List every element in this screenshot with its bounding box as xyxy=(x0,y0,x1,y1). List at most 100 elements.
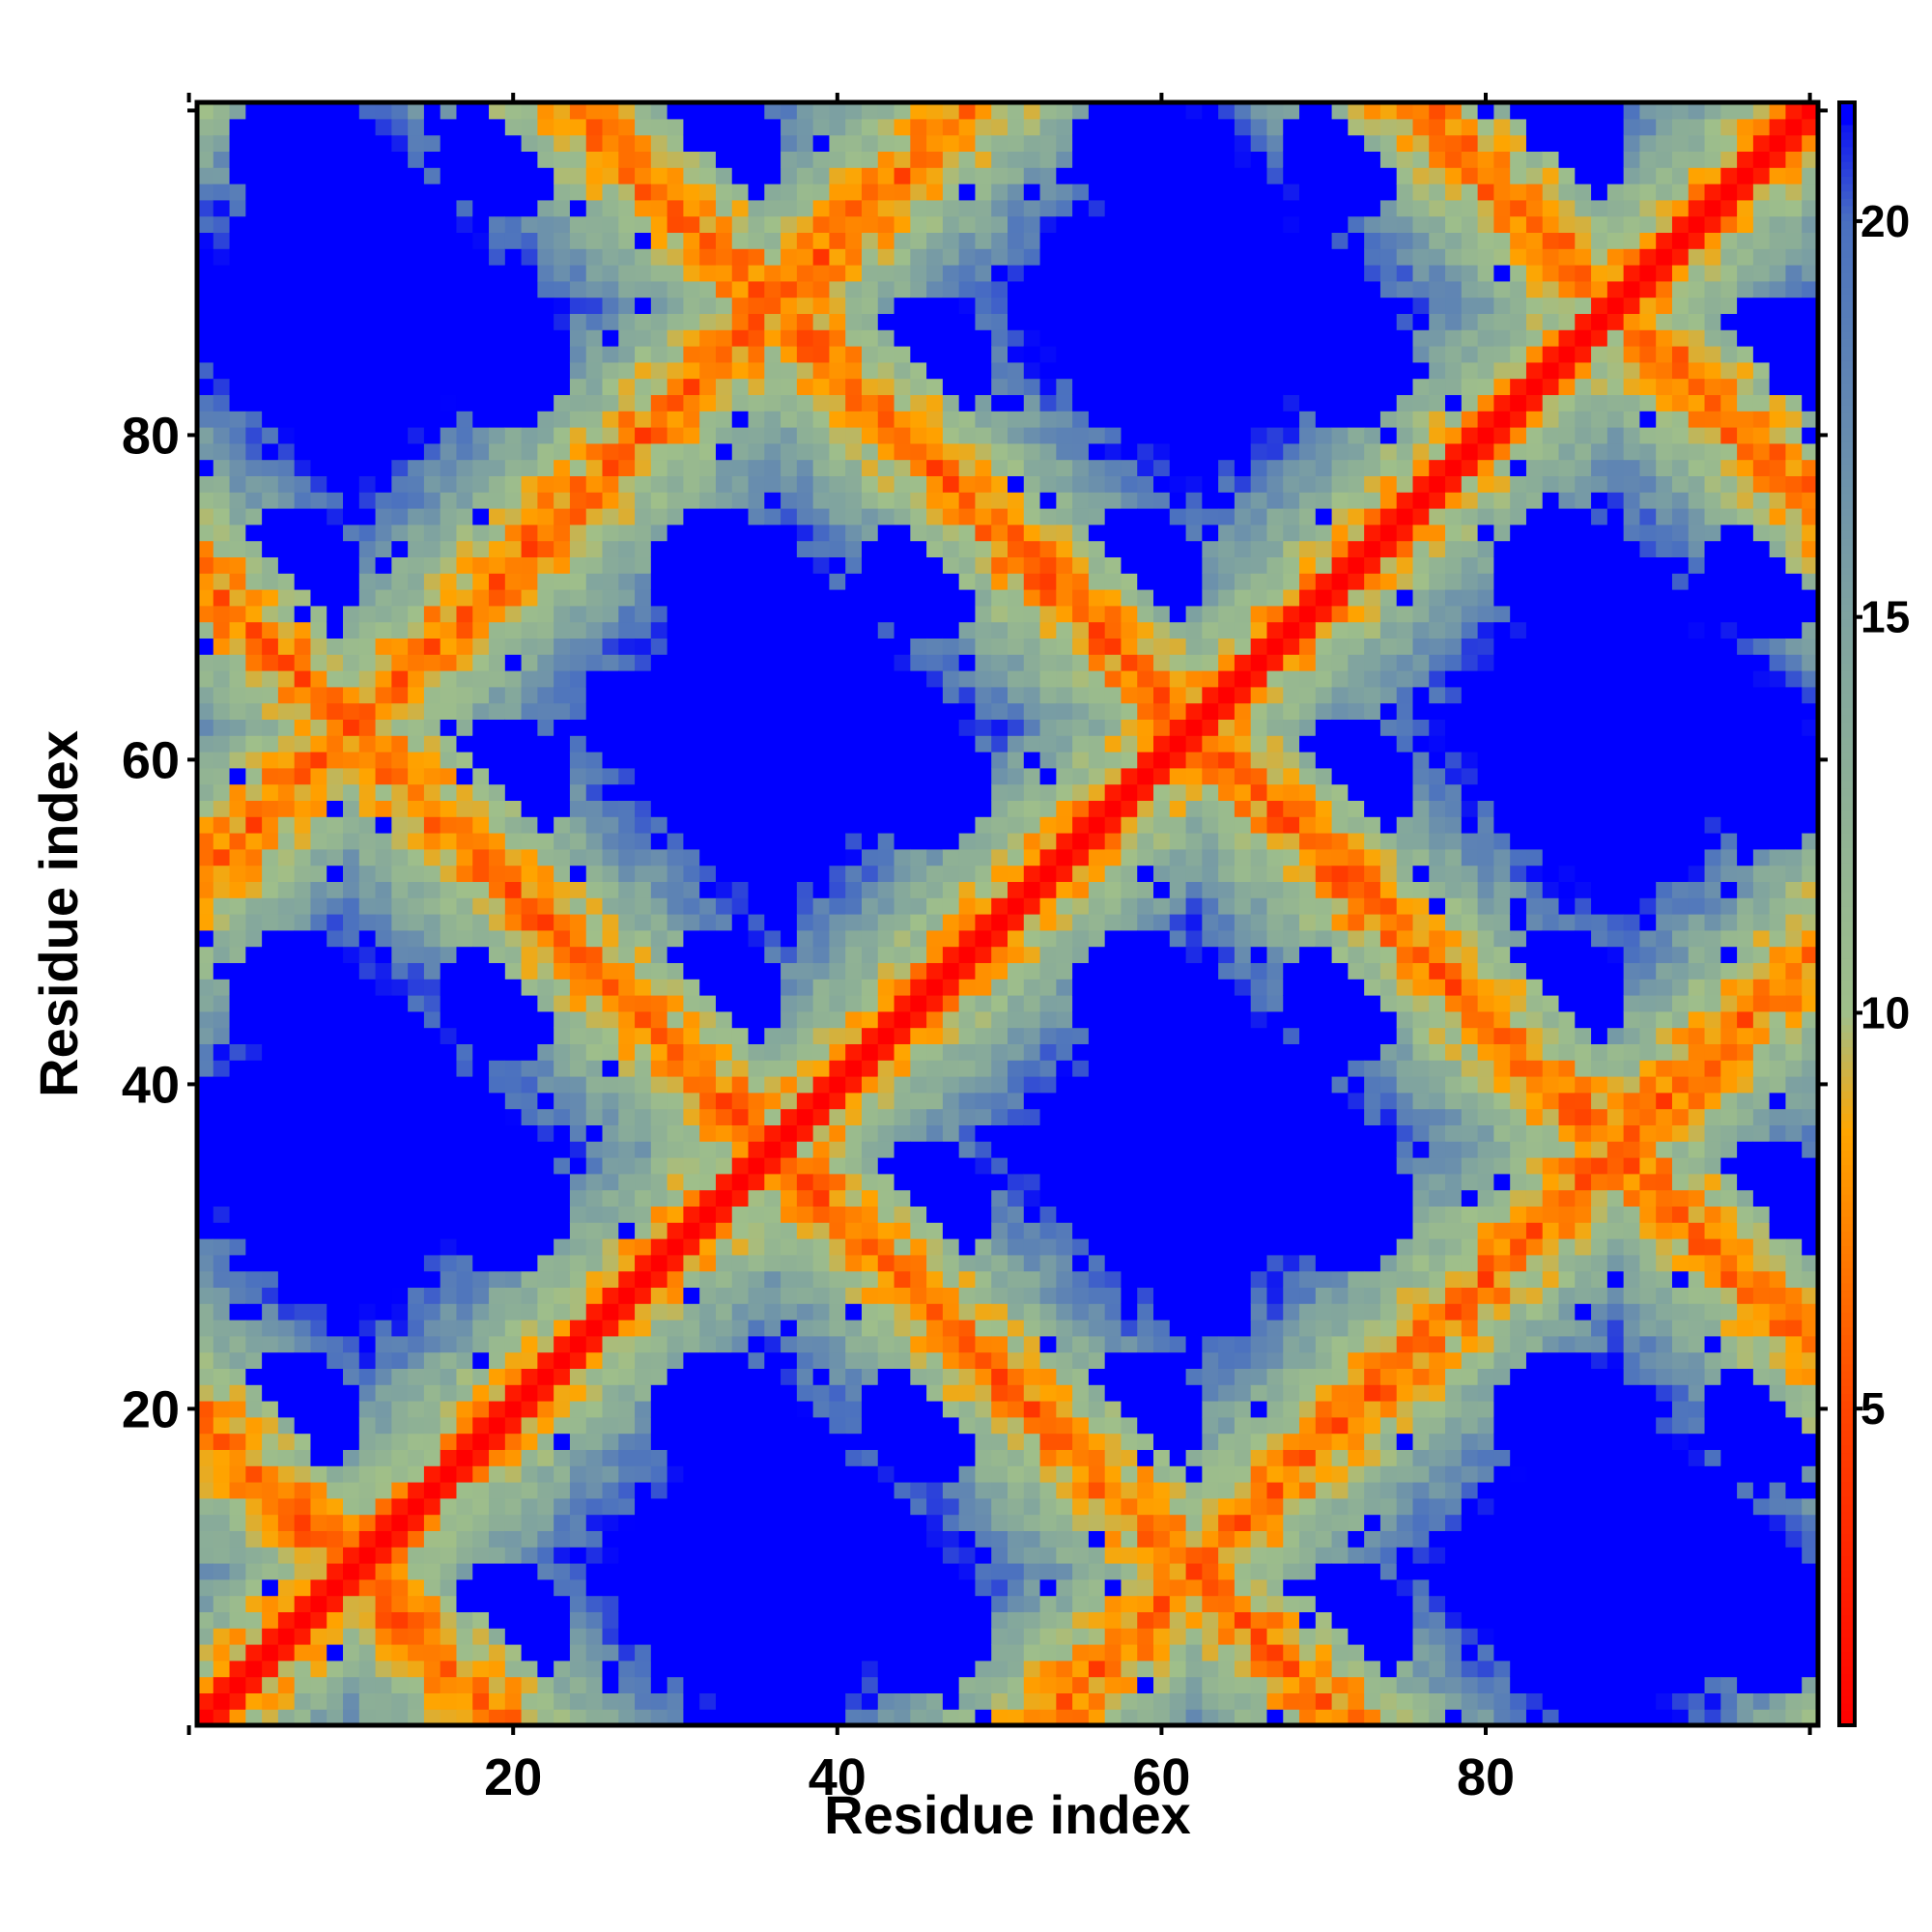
heatmap-cell xyxy=(861,297,879,314)
heatmap-cell xyxy=(748,670,765,688)
heatmap-cell xyxy=(667,621,684,639)
heatmap-cell xyxy=(197,1547,214,1564)
heatmap-cell xyxy=(391,1578,409,1597)
heatmap-cell xyxy=(829,1433,846,1450)
heatmap-cell xyxy=(861,1157,879,1175)
heatmap-cell xyxy=(845,1320,863,1337)
heatmap-cell xyxy=(554,1206,571,1223)
heatmap-cell xyxy=(602,492,619,509)
heatmap-cell xyxy=(197,1595,214,1612)
heatmap-cell xyxy=(408,719,425,736)
heatmap-cell xyxy=(294,1497,312,1516)
heatmap-cell xyxy=(472,621,490,639)
heatmap-cell xyxy=(829,1124,846,1142)
heatmap-cell xyxy=(521,1676,538,1693)
heatmap-cell xyxy=(602,1547,619,1564)
heatmap-cell xyxy=(585,1660,604,1678)
heatmap-cell xyxy=(585,265,604,282)
heatmap-cell xyxy=(569,1108,587,1125)
heatmap-cell xyxy=(781,151,798,168)
heatmap-cell xyxy=(391,719,409,736)
heatmap-cell xyxy=(277,897,296,915)
heatmap-cell xyxy=(877,929,895,948)
heatmap-cell xyxy=(213,1141,231,1158)
heatmap-cell xyxy=(877,1270,895,1288)
heatmap-cell xyxy=(731,1335,750,1353)
heatmap-cell xyxy=(456,1530,473,1548)
heatmap-cell xyxy=(294,1611,312,1629)
heatmap-cell xyxy=(310,1547,327,1564)
heatmap-cell xyxy=(618,199,636,217)
heatmap-cell xyxy=(521,280,538,298)
heatmap-cell xyxy=(683,800,700,817)
heatmap-cell xyxy=(926,1076,944,1094)
heatmap-cell xyxy=(472,1254,490,1272)
heatmap-cell xyxy=(262,329,279,347)
heatmap-cell xyxy=(343,1157,360,1175)
heatmap-cell xyxy=(262,475,279,493)
heatmap-cell xyxy=(861,556,879,574)
heatmap-cell xyxy=(683,184,700,201)
heatmap-cell xyxy=(245,1401,263,1418)
heatmap-cell xyxy=(958,1076,977,1094)
heatmap-cell xyxy=(408,897,425,915)
heatmap-cell xyxy=(877,1692,895,1710)
heatmap-cell xyxy=(213,1433,231,1450)
heatmap-cell xyxy=(554,442,571,461)
heatmap-cell xyxy=(472,962,490,980)
heatmap-cell xyxy=(942,1660,960,1678)
heatmap-cell xyxy=(245,492,263,509)
heatmap-cell xyxy=(975,1238,992,1256)
heatmap-cell xyxy=(829,378,846,395)
heatmap-cell xyxy=(635,1010,652,1029)
heatmap-cell xyxy=(229,654,246,671)
heatmap-cell xyxy=(796,638,814,655)
heatmap-cell xyxy=(343,979,360,996)
heatmap-cell xyxy=(650,1092,668,1110)
heatmap-cell xyxy=(942,962,960,980)
heatmap-cell xyxy=(440,1027,458,1044)
heatmap-cell xyxy=(504,1692,523,1710)
heatmap-cell xyxy=(456,329,473,347)
heatmap-cell xyxy=(861,1401,879,1418)
heatmap-cell xyxy=(569,1043,587,1061)
heatmap-cell xyxy=(391,248,409,266)
heatmap-cell xyxy=(294,1676,312,1693)
heatmap-cell xyxy=(229,1465,246,1483)
heatmap-cell xyxy=(991,1270,1009,1288)
heatmap-cell xyxy=(489,589,506,607)
heatmap-cell xyxy=(699,1384,717,1402)
heatmap-cell xyxy=(537,508,554,526)
heatmap-cell xyxy=(440,427,458,444)
heatmap-cell xyxy=(845,297,863,314)
heatmap-cell xyxy=(781,1595,798,1612)
heatmap-cell xyxy=(504,280,523,298)
heatmap-cell xyxy=(958,605,977,623)
heatmap-cell xyxy=(262,962,279,980)
heatmap-cell xyxy=(812,767,831,785)
heatmap-cell xyxy=(504,1320,523,1337)
heatmap-cell xyxy=(650,1692,668,1710)
heatmap-cell xyxy=(650,1578,668,1597)
heatmap-cell xyxy=(618,638,636,655)
heatmap-cell xyxy=(618,1108,636,1125)
heatmap-cell xyxy=(829,1465,846,1483)
heatmap-cell xyxy=(845,1335,863,1353)
heatmap-cell xyxy=(683,1027,700,1044)
heatmap-cell xyxy=(229,215,246,233)
heatmap-cell xyxy=(569,621,587,639)
heatmap-cell xyxy=(699,346,717,363)
heatmap-cell xyxy=(877,1206,895,1223)
heatmap-cell xyxy=(602,1141,619,1158)
heatmap-cell xyxy=(926,1563,944,1580)
heatmap-cell xyxy=(748,1368,765,1385)
heatmap-cell xyxy=(877,134,895,152)
heatmap-cell xyxy=(375,1189,392,1207)
heatmap-cell xyxy=(197,1335,214,1353)
heatmap-cell xyxy=(796,1270,814,1288)
heatmap-cell xyxy=(554,459,571,476)
heatmap-cell xyxy=(294,1578,312,1597)
heatmap-cell xyxy=(310,1578,327,1597)
heatmap-cell xyxy=(926,735,944,753)
heatmap-cell xyxy=(877,1238,895,1256)
